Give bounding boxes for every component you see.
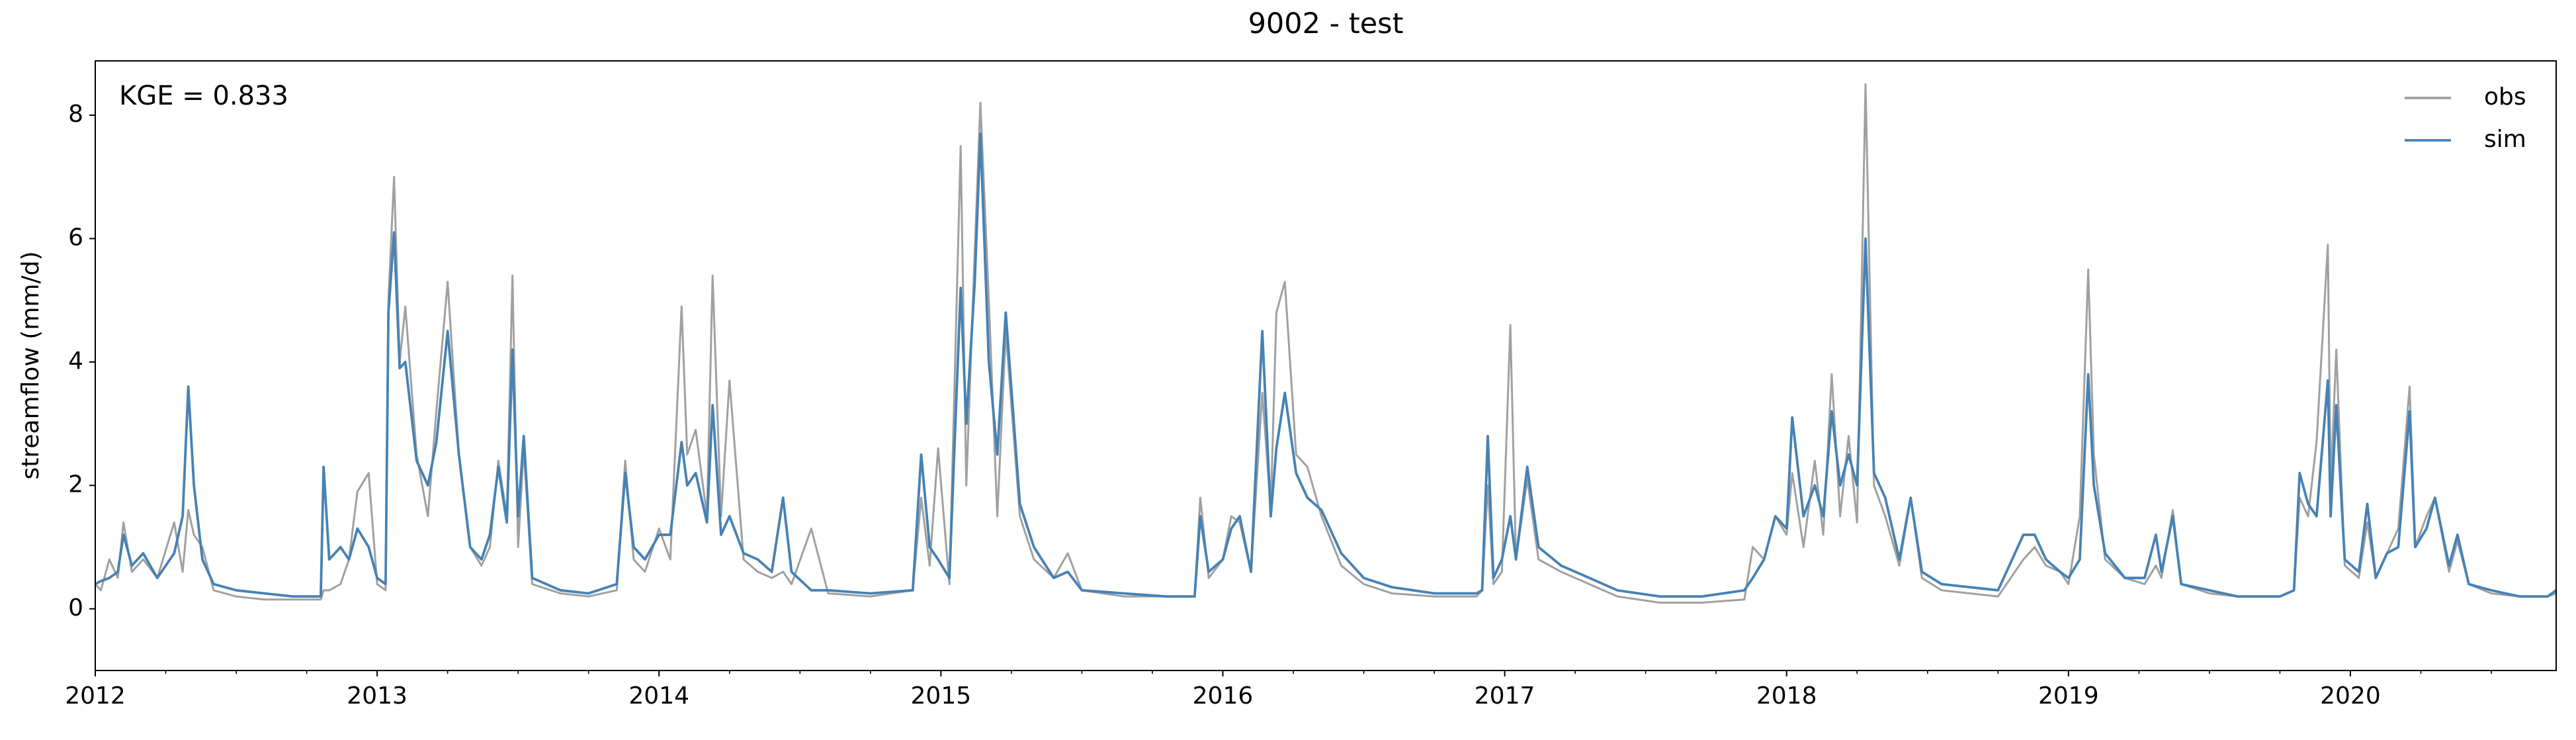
x-tick-label: 2017 <box>1475 682 1535 710</box>
legend-label: obs <box>2484 83 2526 111</box>
y-tick-label: 8 <box>68 101 83 128</box>
chart-title: 9002 - test <box>1248 7 1404 40</box>
x-tick-label: 2016 <box>1193 682 1254 710</box>
series-line <box>95 132 2556 598</box>
x-tick-label: 2018 <box>1756 682 1817 710</box>
x-tick-label: 2012 <box>65 682 126 710</box>
annotation: KGE = 0.833 <box>119 81 288 111</box>
x-tick-label: 2015 <box>911 682 972 710</box>
legend-label: sim <box>2484 126 2526 153</box>
y-tick-label: 2 <box>68 471 83 498</box>
x-tick-label: 2013 <box>347 682 408 710</box>
y-tick-label: 4 <box>68 347 83 375</box>
y-tick-label: 0 <box>68 594 83 622</box>
y-tick-label: 6 <box>68 224 83 251</box>
series-line <box>95 83 2556 604</box>
y-axis-label: streamflow (mm/d) <box>17 252 44 480</box>
x-tick-label: 2014 <box>628 682 689 710</box>
plot-frame <box>95 60 2557 671</box>
x-tick-label: 2020 <box>2320 682 2381 710</box>
x-tick-label: 2019 <box>2038 682 2099 710</box>
